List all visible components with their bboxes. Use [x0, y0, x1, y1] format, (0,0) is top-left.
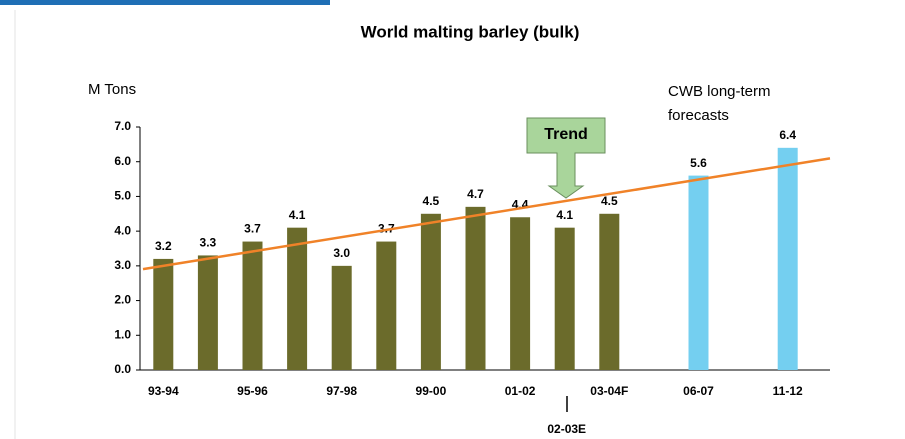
x-tick-label: 95-96 [237, 384, 268, 398]
data-label: 4.1 [556, 208, 573, 222]
data-label: 6.4 [779, 128, 796, 142]
data-label: 4.5 [601, 194, 618, 208]
bar [153, 258, 174, 370]
data-label: 3.7 [244, 222, 261, 236]
y-tick-label: 1.0 [114, 327, 131, 341]
x-tick-label: 03-04F [590, 384, 628, 398]
x-tick-label: 99-00 [416, 384, 447, 398]
header-strip [0, 0, 330, 5]
bar [242, 241, 263, 370]
bar [554, 227, 575, 370]
bar [510, 217, 531, 370]
y-tick-label: 2.0 [114, 293, 131, 307]
bar [465, 206, 486, 370]
x-tick-label: 02-03E [547, 422, 586, 436]
data-label: 3.0 [333, 246, 350, 260]
data-label: 4.5 [423, 194, 440, 208]
trend-line [142, 157, 831, 271]
y-tick-label: 5.0 [114, 189, 131, 203]
y-tick-label: 6.0 [114, 154, 131, 168]
data-label: 3.2 [155, 239, 172, 253]
data-label: 3.3 [200, 236, 217, 250]
x-tick-label: 93-94 [148, 384, 179, 398]
x-tick-label: 06-07 [683, 384, 714, 398]
y-tick-label: 0.0 [114, 362, 131, 376]
x-tick-label: 11-12 [773, 384, 803, 398]
chart-title: World malting barley (bulk) [361, 22, 580, 41]
annotation: CWB long-term forecasts [668, 83, 771, 124]
x-tick-label: 97-98 [326, 384, 357, 398]
y-axis-label: M Tons [88, 81, 136, 98]
data-label: 4.7 [467, 187, 484, 201]
bar [599, 213, 620, 370]
data-label: 4.1 [289, 208, 306, 222]
bar [376, 241, 397, 370]
bar [688, 175, 709, 370]
y-tick-label: 3.0 [114, 258, 131, 272]
data-label: 5.6 [690, 156, 707, 170]
bar [420, 213, 441, 370]
callout-arrow [526, 117, 606, 199]
bar [197, 255, 218, 370]
y-tick-label: 4.0 [114, 223, 131, 237]
callout-label: Trend [544, 126, 588, 143]
x-tick-label: 01-02 [505, 384, 536, 398]
bar [331, 265, 352, 370]
bar [287, 227, 308, 370]
bar [777, 147, 798, 370]
y-tick-label: 7.0 [114, 119, 131, 133]
